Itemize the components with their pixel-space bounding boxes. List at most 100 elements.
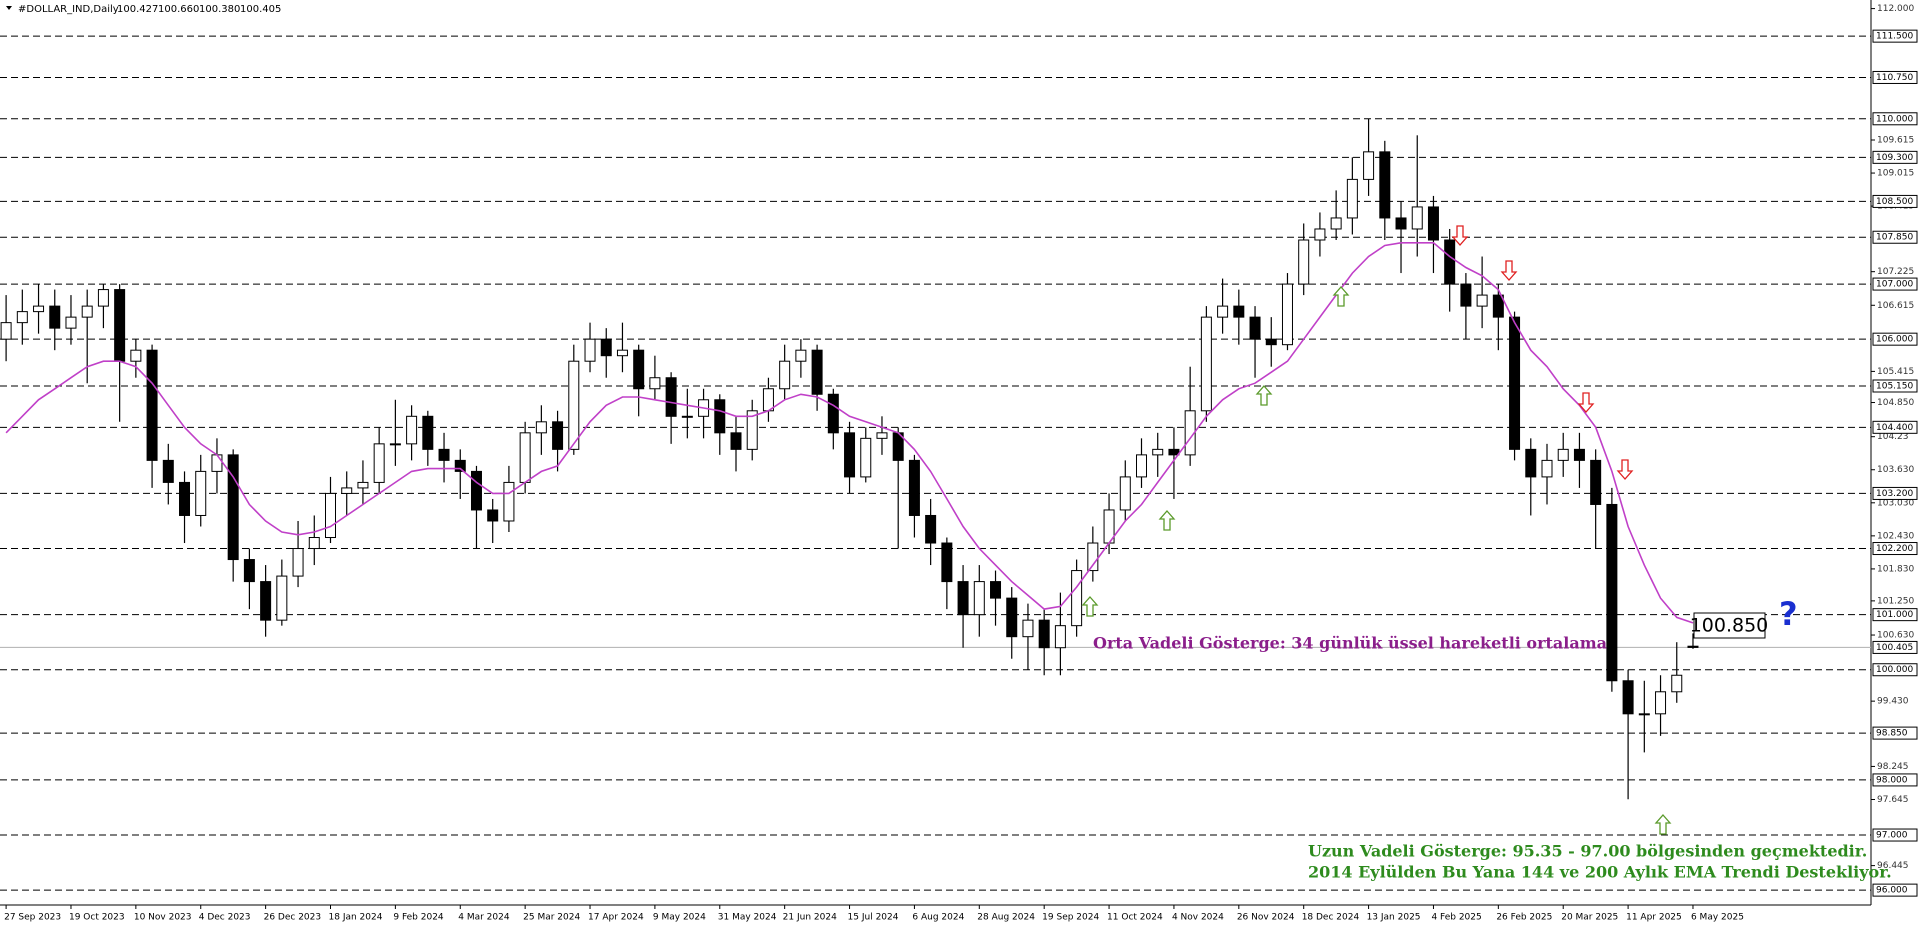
candle-body	[860, 437, 872, 478]
candle-body	[1655, 691, 1667, 715]
level-label-box	[1872, 112, 1918, 126]
candle-body	[1152, 448, 1164, 456]
x-tick-label: 19 Sep 2024	[1042, 913, 1099, 923]
y-tick-label: 109.615	[1877, 135, 1914, 145]
x-tick-label: 21 Jun 2024	[783, 913, 837, 923]
x-tick-label: 26 Feb 2025	[1496, 913, 1552, 923]
candle-body	[633, 349, 645, 390]
x-tick-label: 17 Apr 2024	[588, 913, 644, 923]
candle-body	[519, 432, 531, 483]
y-tick-label: 107.225	[1877, 267, 1914, 277]
candle-body	[1395, 217, 1407, 230]
candle-body	[925, 514, 937, 544]
candle-body	[600, 338, 612, 357]
candle-body	[1573, 448, 1585, 461]
candle-body	[1379, 151, 1391, 219]
x-tick-label: 4 Mar 2024	[458, 913, 510, 923]
x-tick-label: 15 Jul 2024	[848, 913, 899, 923]
candle-body	[584, 338, 596, 362]
candle-body	[308, 537, 320, 550]
candle-body	[1411, 206, 1423, 230]
candle-body	[1460, 283, 1472, 307]
level-label: 96.000	[1876, 886, 1908, 896]
x-tick-label: 20 Mar 2025	[1561, 913, 1618, 923]
y-tick-label: 103.630	[1877, 465, 1914, 475]
candle-body	[535, 421, 547, 434]
ema-value-label: 100.850	[1690, 615, 1769, 637]
level-label-box	[1872, 542, 1918, 556]
level-label-box	[1872, 277, 1918, 291]
candle-body	[1638, 713, 1650, 716]
x-tick-label: 6 Aug 2024	[912, 913, 964, 923]
y-tick-label: 101.250	[1877, 596, 1914, 606]
x-tick-label: 31 May 2024	[718, 913, 777, 923]
y-tick-label: 109.015	[1877, 169, 1914, 179]
candle-body	[1687, 645, 1699, 648]
candle-body	[746, 410, 758, 450]
level-label: 110.750	[1876, 73, 1913, 83]
level-label-box	[1872, 828, 1918, 842]
x-tick-label: 26 Dec 2023	[264, 913, 322, 923]
candle-body	[1476, 294, 1488, 307]
x-tick-label: 28 Aug 2024	[977, 913, 1035, 923]
level-label-box	[1872, 194, 1918, 208]
header-close: 100.405	[240, 4, 281, 15]
level-label-box	[1872, 230, 1918, 244]
candle-body	[1136, 454, 1147, 478]
level-label-box	[1872, 726, 1918, 740]
candle-body	[1119, 476, 1131, 511]
header-open: 100.427	[117, 4, 158, 15]
candle-body	[681, 415, 693, 418]
level-label: 98.000	[1876, 775, 1908, 785]
last-price-label: 100.405	[1876, 643, 1913, 653]
candle-body	[1671, 674, 1683, 693]
y-tick-label: 102.430	[1877, 531, 1914, 541]
candle-body	[1590, 459, 1602, 505]
candle-body	[1541, 459, 1553, 478]
candle-body	[146, 349, 158, 461]
candle-body	[1022, 619, 1034, 638]
candle-body	[665, 377, 677, 417]
candle-body	[779, 360, 791, 390]
x-tick-label: 6 May 2025	[1691, 913, 1744, 923]
candle-body	[260, 581, 272, 621]
x-tick-label: 10 Nov 2023	[134, 913, 192, 923]
chart-title: #DOLLAR_IND,Daily	[18, 4, 119, 15]
candle-body	[33, 305, 45, 313]
menu-triangle	[6, 6, 12, 10]
level-label-box	[1872, 883, 1918, 897]
candle-body	[65, 316, 77, 329]
level-label-box	[1872, 150, 1918, 164]
candle-body	[1298, 239, 1310, 285]
ema-value-box	[1693, 612, 1766, 639]
candle-body	[1314, 228, 1326, 241]
header-high: 100.660	[158, 4, 199, 15]
candle-body	[438, 448, 450, 461]
x-tick-label: 13 Jan 2025	[1367, 913, 1421, 923]
candle-body	[649, 377, 661, 390]
level-label-box	[1872, 420, 1918, 434]
candle-body	[341, 487, 353, 494]
candle-body	[211, 454, 223, 472]
candle-body	[1557, 448, 1569, 461]
candle-body	[941, 542, 953, 583]
candle-body	[1054, 625, 1066, 649]
candle-body	[957, 581, 969, 616]
y-tick-label: 98.245	[1877, 762, 1909, 772]
level-label-box	[1872, 332, 1918, 346]
y-tick-label: 104.23	[1877, 432, 1909, 442]
candle-body	[179, 481, 191, 516]
level-label: 100.000	[1876, 665, 1913, 675]
candle-body	[568, 360, 580, 450]
candle-body	[1492, 294, 1504, 318]
candle-body	[389, 443, 401, 446]
level-label: 103.200	[1876, 489, 1913, 499]
candle-body	[552, 421, 564, 450]
level-label-box	[1872, 486, 1918, 500]
candle-body	[1233, 305, 1245, 318]
x-tick-label: 19 Oct 2023	[69, 913, 125, 923]
levels: 112.000109.615109.015108.415107.225106.6…	[0, 4, 1918, 923]
x-tick-label: 4 Dec 2023	[199, 913, 251, 923]
